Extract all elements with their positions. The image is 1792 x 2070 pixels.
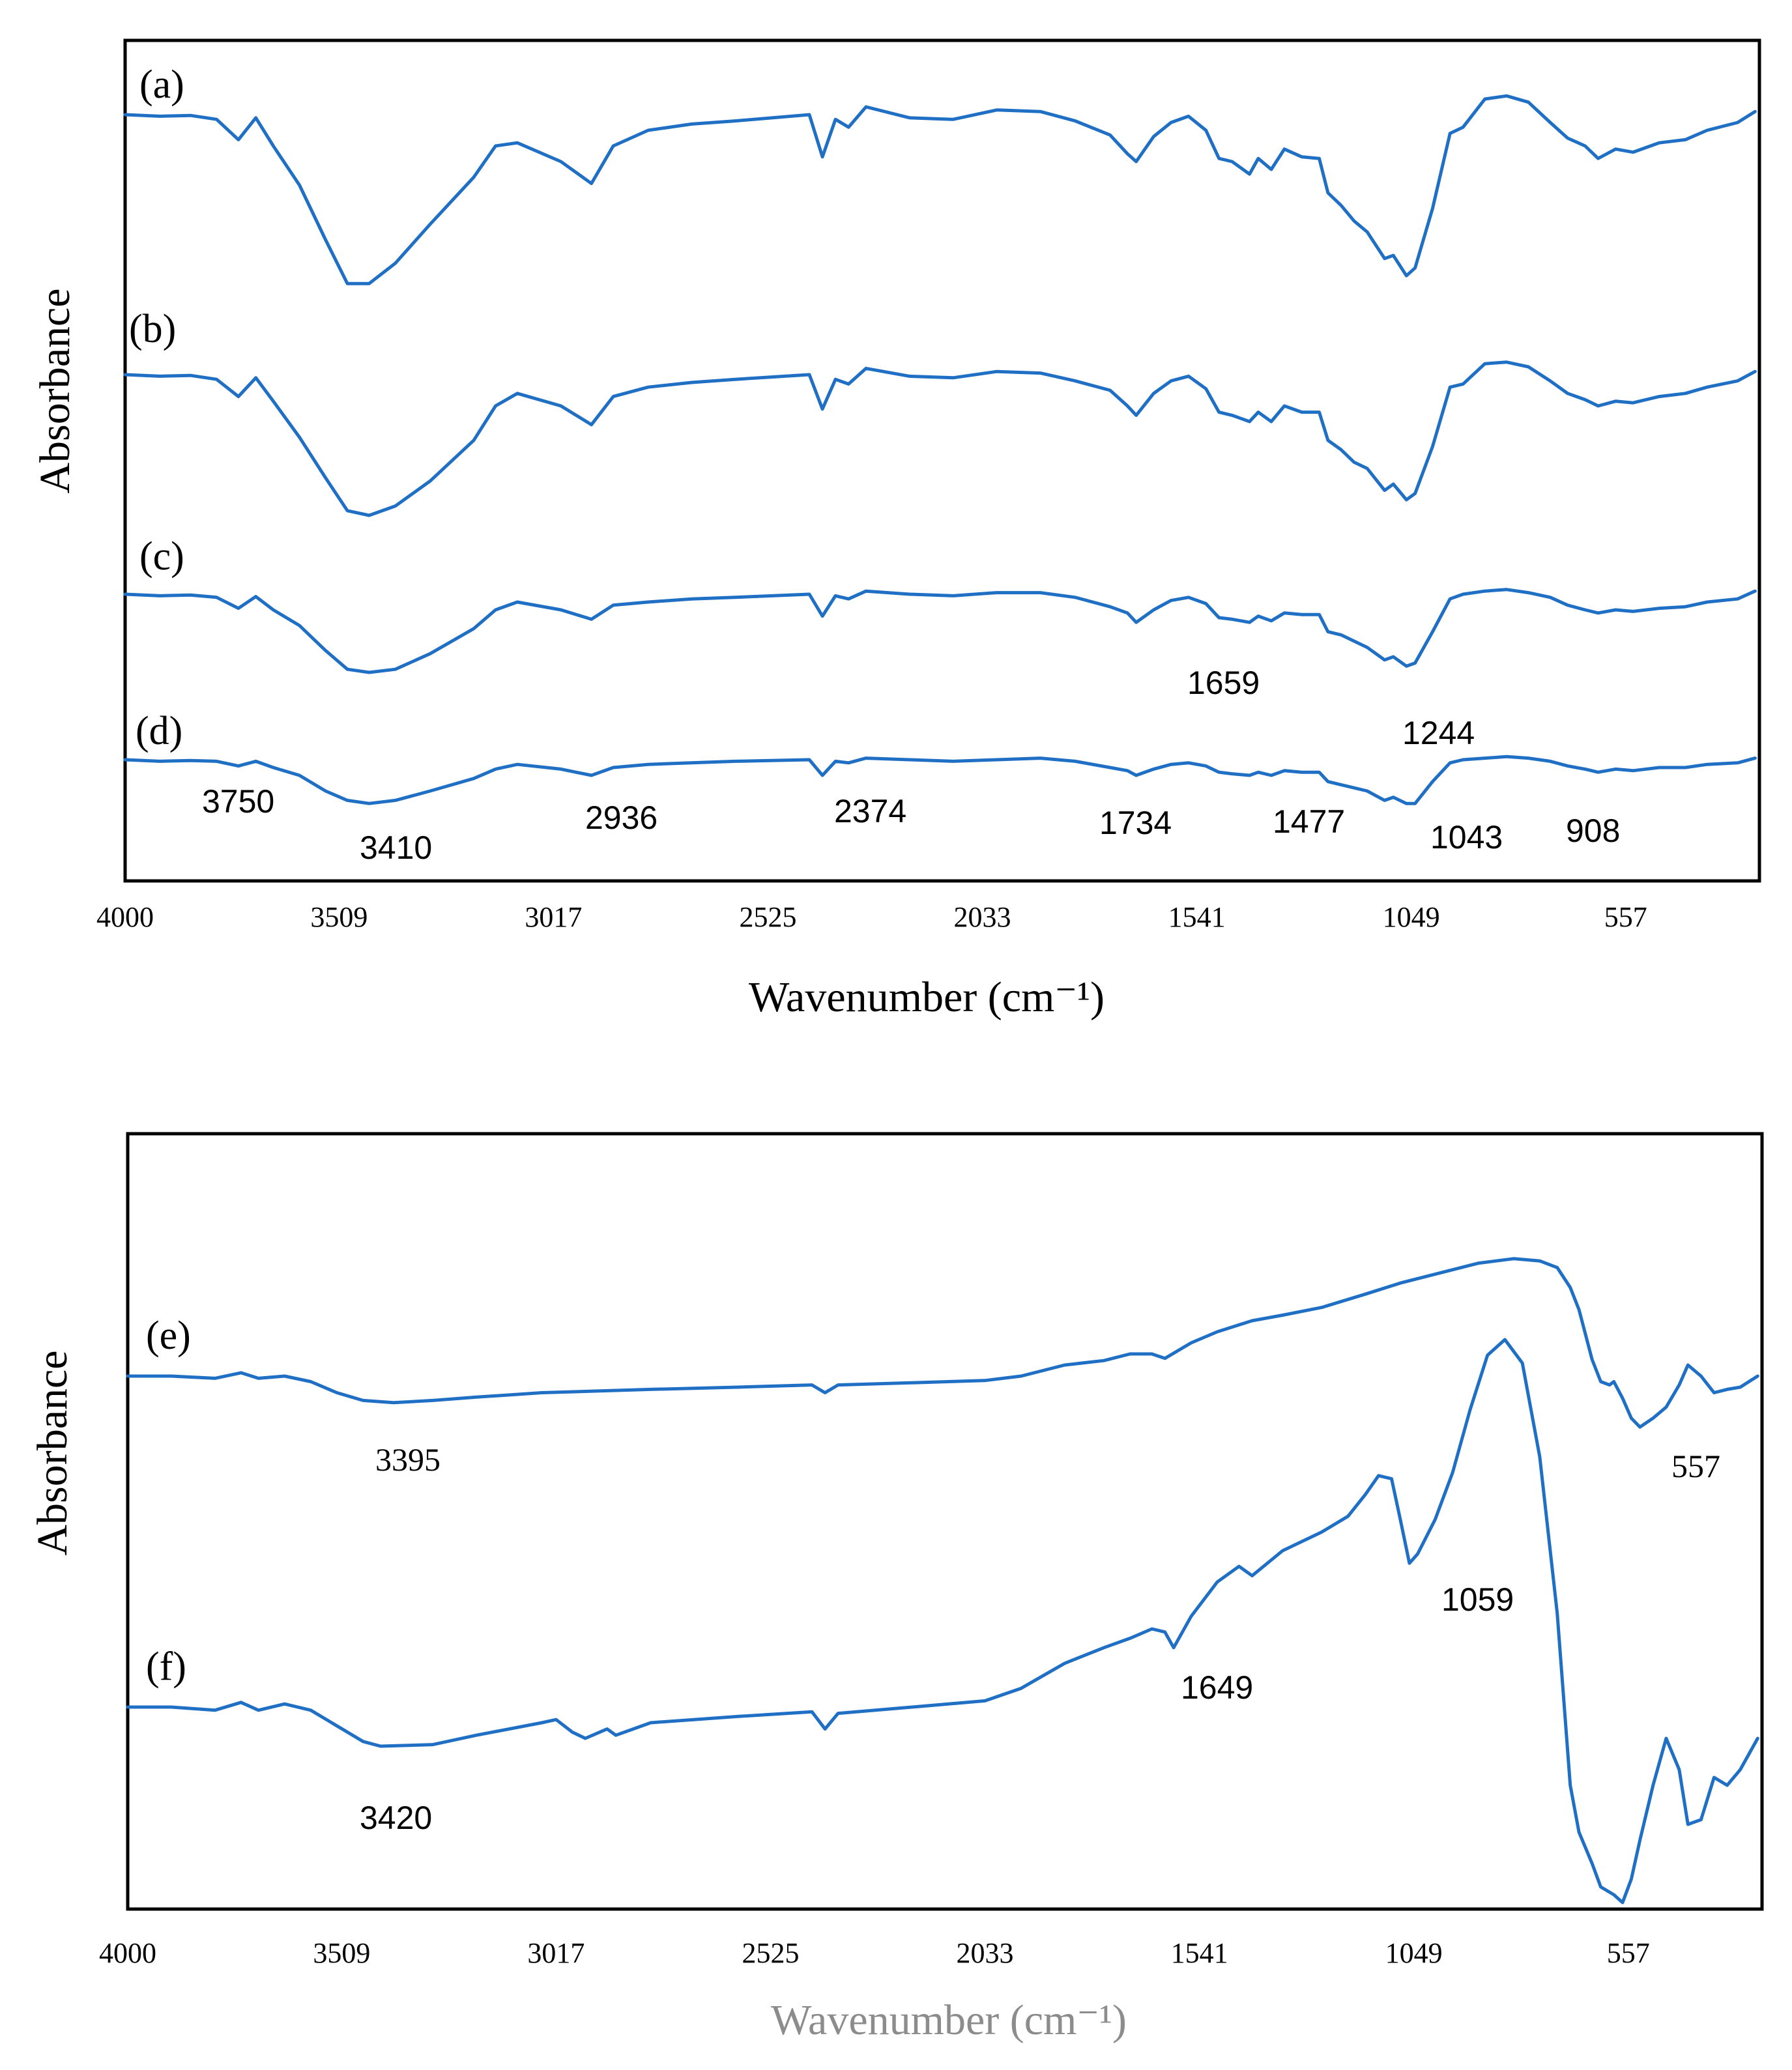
x-tick-label: 1541 [1171, 1937, 1228, 1969]
top-y-axis-title: Absorbance [31, 288, 79, 493]
bottom-curves [126, 1257, 1759, 1905]
bottom-x-axis-title: Wavenumber (cm⁻¹) [771, 1996, 1127, 2044]
peak-label-2936: 2936 [585, 799, 658, 836]
peak-label-3750: 3750 [202, 783, 274, 820]
panel-label-c: (c) [139, 534, 184, 579]
spectrum-line-e [126, 1257, 1759, 1429]
peak-label-1477: 1477 [1273, 803, 1345, 840]
x-tick-label: 1049 [1385, 1937, 1443, 1969]
peak-label-1649: 1649 [1181, 1669, 1253, 1706]
x-tick-label: 2525 [742, 1937, 800, 1969]
peak-label-557: 557 [1671, 1448, 1720, 1484]
bottom-plot-frame [126, 1132, 1764, 1911]
peak-label-3420: 3420 [360, 1800, 432, 1836]
spectrum-line-f [126, 1338, 1759, 1905]
x-tick-label: 3017 [525, 901, 582, 933]
spectrum-line-d [123, 755, 1757, 805]
bottom-panel: 4000 3509 3017 2525 2033 1541 1049 557 (e) (f) … [29, 1132, 1764, 2044]
spectrum-line-a [123, 94, 1757, 285]
spectrum-line-c [123, 588, 1757, 674]
panel-label-d: (d) [136, 709, 182, 753]
x-tick-label: 2033 [957, 1937, 1014, 1969]
peak-label-1043: 1043 [1430, 819, 1503, 855]
x-tick-label: 557 [1604, 901, 1647, 933]
top-tick-labels: 4000 3509 3017 2525 2033 1541 1049 557 [96, 901, 1647, 933]
bottom-y-axis-title: Absorbance [29, 1350, 76, 1555]
x-tick-label: 4000 [99, 1937, 156, 1969]
panel-label-f: (f) [146, 1645, 186, 1689]
panel-label-a: (a) [139, 63, 184, 107]
peak-label-3395: 3395 [375, 1441, 441, 1478]
x-tick-label: 4000 [96, 901, 154, 933]
x-tick-label: 3509 [313, 1937, 370, 1969]
top-panel: 4000 3509 3017 2525 2033 1541 1049 557 (a) (b) … [31, 38, 1761, 1021]
x-tick-label: 3509 [310, 901, 368, 933]
peak-label-2374: 2374 [834, 793, 906, 829]
peak-label-1059: 1059 [1441, 1581, 1514, 1618]
top-x-axis-title: Wavenumber (cm⁻¹) [749, 973, 1105, 1021]
x-tick-label: 2033 [954, 901, 1011, 933]
x-tick-label: 557 [1607, 1937, 1650, 1969]
x-tick-label: 3017 [527, 1937, 585, 1969]
x-tick-label: 1049 [1383, 901, 1440, 933]
peak-label-908: 908 [1566, 812, 1620, 849]
panel-label-e: (e) [146, 1314, 191, 1358]
bottom-tick-labels: 4000 3509 3017 2525 2033 1541 1049 557 [99, 1937, 1650, 1969]
peak-label-1244: 1244 [1402, 715, 1475, 751]
peak-label-1659: 1659 [1187, 665, 1260, 701]
top-plot-frame [123, 38, 1761, 883]
top-curves [123, 94, 1757, 805]
peak-label-1734: 1734 [1099, 805, 1172, 841]
peak-label-3410: 3410 [360, 829, 432, 866]
spectrum-line-b [123, 360, 1757, 517]
x-tick-label: 1541 [1168, 901, 1226, 933]
panel-label-b: (b) [129, 307, 176, 351]
x-tick-label: 2525 [740, 901, 797, 933]
